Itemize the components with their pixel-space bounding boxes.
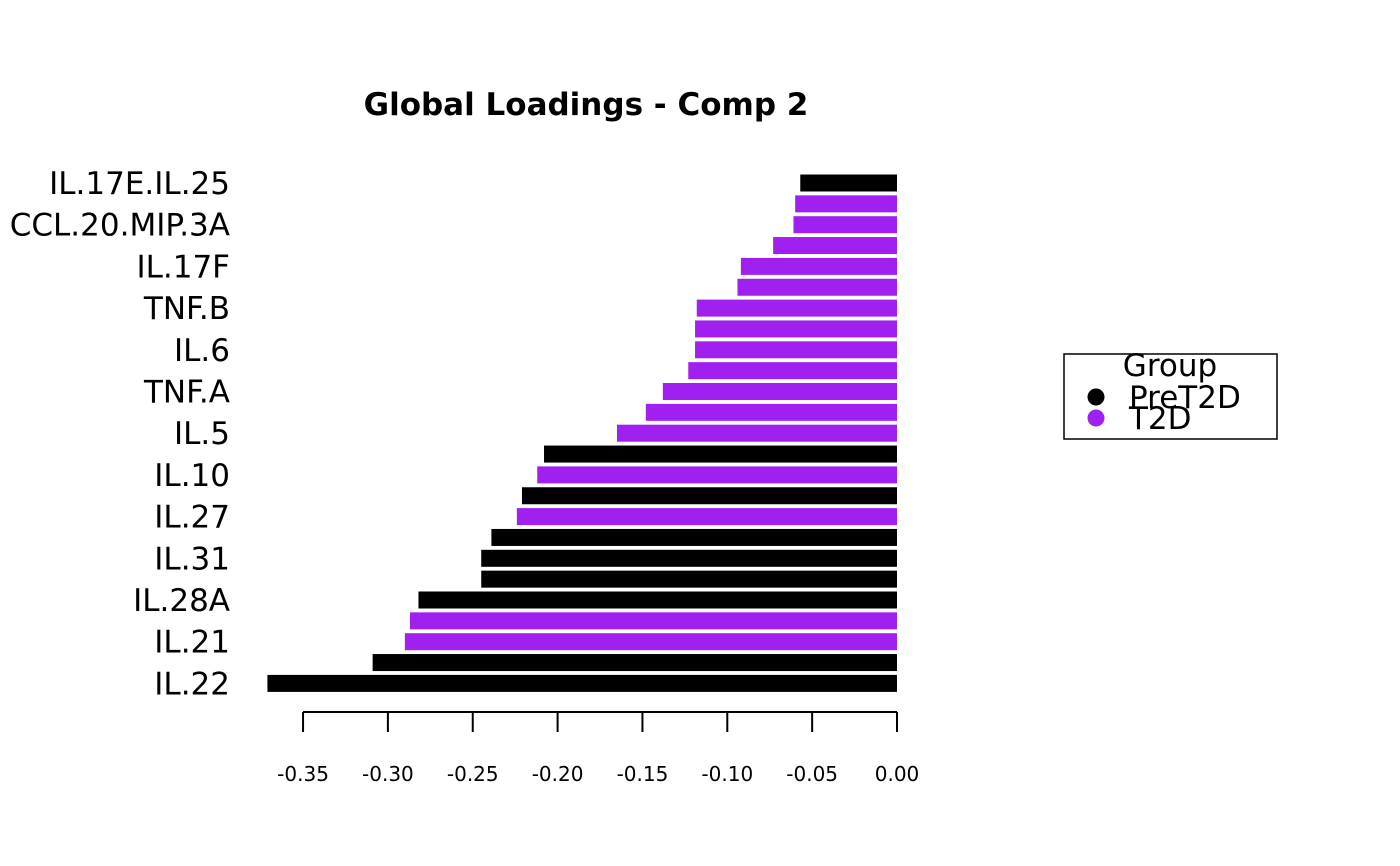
bar [662,383,897,400]
chart-title: Global Loadings - Comp 2 [364,87,809,123]
bar [267,674,898,692]
y-tick-label: CCL.20.MIP.3A [10,208,230,244]
legend-title: Group [1123,348,1217,384]
legend-marker [1087,409,1105,427]
x-tick-label: -0.15 [617,762,669,786]
y-tick-label: IL.10 [154,458,230,494]
bar [481,570,897,588]
bar [481,549,897,567]
legend-label: T2D [1128,401,1192,437]
legend-marker [1087,388,1105,406]
bar [372,654,897,672]
x-tick-label: -0.30 [362,762,414,786]
bars-group [267,174,898,692]
x-axis: -0.35 -0.30 -0.25 -0.20 -0.15 -0.10 -0.05 0.00 [277,711,920,786]
bar [793,216,897,234]
bar [616,424,897,442]
bar [516,508,897,526]
x-tick-label: -0.35 [277,762,329,786]
bar [740,257,897,275]
y-tick-label: TNF.B [143,291,230,327]
bar [418,591,897,609]
bar [521,487,897,505]
y-tick-label: IL.31 [154,541,230,577]
legend-label: PreT2D [1129,380,1241,416]
bar [695,341,897,359]
x-tick-label: -0.05 [786,762,838,786]
bar [409,612,897,630]
y-tick-label: IL.27 [154,500,230,536]
x-tick-label: -0.20 [532,762,584,786]
bar [695,320,897,338]
y-tick-label: IL.21 [154,625,230,661]
bar [645,403,897,421]
y-tick-label: IL.28A [133,583,230,619]
y-tick-label: IL.5 [174,416,230,452]
bar [491,528,897,546]
y-tick-label: IL.17E.IL.25 [49,166,230,202]
bar [795,195,897,213]
bar [696,299,897,317]
x-tick-label: 0.00 [875,762,920,786]
bar [404,633,897,651]
y-tick-label: IL.17F [136,249,230,285]
bar [544,445,897,463]
x-tick-label: -0.10 [701,762,753,786]
bar [800,174,897,192]
bar [537,466,897,484]
bar [688,362,897,380]
y-tick-label: IL.6 [174,333,230,369]
bar [737,278,897,296]
x-tick-label: -0.25 [447,762,499,786]
y-labels-group: IL.17E.IL.25 CCL.20.MIP.3A IL.17F TNF.B IL.6… [10,166,230,702]
bar [773,237,897,255]
y-tick-label: TNF.A [143,375,230,411]
y-tick-label: IL.22 [154,666,230,702]
